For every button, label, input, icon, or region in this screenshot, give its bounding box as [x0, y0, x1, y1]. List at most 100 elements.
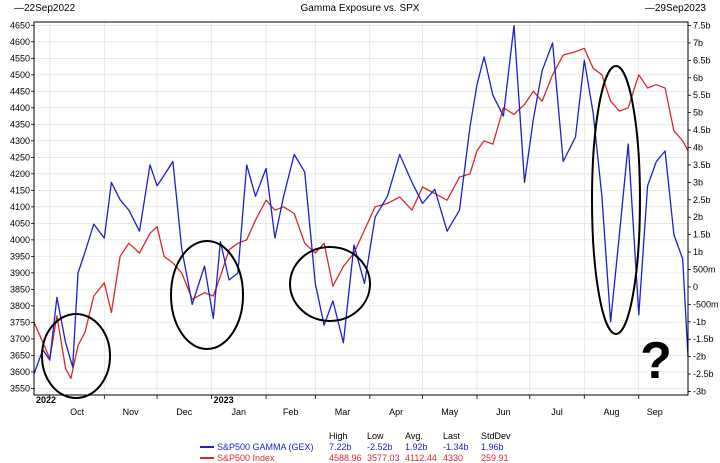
- legend-header-last: Last: [443, 430, 461, 441]
- legend-gex-avg: 1.92b: [405, 441, 428, 452]
- legend-spx-last: 4330: [443, 452, 464, 463]
- left-tick-label: 4250: [10, 152, 30, 162]
- x-tick-label: Sep: [647, 407, 663, 417]
- legend-swatch-spx: [200, 456, 214, 459]
- grid: [34, 22, 688, 395]
- annotation-circle-4: [591, 65, 641, 335]
- right-tick-label: 3b: [693, 177, 703, 187]
- x-axis: Oct Nov Dec Jan Feb Mar Apr May Jun Jul Aug Sep 2022…: [36, 395, 663, 417]
- legend-header-stddev: StdDev: [481, 430, 511, 441]
- right-tick-label: 4b: [693, 142, 703, 152]
- legend-spx-low: 3577.03: [367, 452, 400, 463]
- left-tick-label: 3900: [10, 268, 30, 278]
- legend-name-gex: S&P500 GAMMA (GEX): [217, 441, 314, 452]
- right-tick-label: -500m: [693, 299, 719, 309]
- left-tick-label: 4100: [10, 202, 30, 212]
- right-tick-label: 0: [693, 282, 698, 292]
- right-tick-label: 4.5b: [693, 125, 711, 135]
- x-tick-label: Jun: [496, 407, 511, 417]
- right-tick-label: -1.5b: [693, 334, 714, 344]
- left-tick-label: 4300: [10, 136, 30, 146]
- left-tick-label: 4500: [10, 70, 30, 80]
- x-tick-label: Mar: [335, 407, 351, 417]
- annotation-circle-1: [41, 313, 111, 399]
- left-tick-label: 3950: [10, 251, 30, 261]
- right-tick-label: 1b: [693, 247, 703, 257]
- legend-gex-high: 7.22b: [329, 441, 352, 452]
- legend-header-low: Low: [367, 430, 384, 441]
- left-tick-label: 4000: [10, 235, 30, 245]
- right-tick-label: 2.5b: [693, 195, 711, 205]
- question-mark-annotation: ?: [640, 332, 672, 390]
- right-axis: -3b -2.5b -2b -1.5b -1b -500m 0 500m 1b 1.5b 2b 2.5…: [688, 20, 719, 397]
- right-tick-label: 5b: [693, 108, 703, 118]
- left-tick-label: 4150: [10, 185, 30, 195]
- series-line-spx: [33, 47, 689, 380]
- right-tick-label: -1b: [693, 317, 706, 327]
- left-tick-label: 3800: [10, 301, 30, 311]
- legend-header-avg: Avg.: [405, 430, 423, 441]
- right-tick-label: -2b: [693, 352, 706, 362]
- left-tick-label: 4650: [10, 20, 30, 30]
- series-layer: [33, 24, 689, 380]
- right-tick-label: -2.5b: [693, 369, 714, 379]
- right-tick-label: 500m: [693, 265, 716, 275]
- legend-spx-stddev: 259.91: [481, 452, 509, 463]
- right-tick-label: 6.5b: [693, 55, 711, 65]
- start-date-label: —22Sep2022: [14, 3, 76, 14]
- left-tick-label: 3600: [10, 367, 30, 377]
- right-tick-label: 7b: [693, 38, 703, 48]
- x-tick-label: Oct: [70, 407, 85, 417]
- left-tick-label: 4400: [10, 103, 30, 113]
- legend-table: High Low Avg. Last StdDev S&P500 GAMMA (…: [200, 430, 519, 463]
- plot-border: [33, 21, 689, 396]
- left-tick-label: 3650: [10, 350, 30, 360]
- x-tick-label: Dec: [176, 407, 193, 417]
- legend-name-spx: S&P500 Index: [217, 452, 275, 463]
- left-tick-label: 4550: [10, 53, 30, 63]
- right-tick-label: 1.5b: [693, 230, 711, 240]
- series-line-gex: [33, 24, 689, 375]
- legend-spacer: [200, 435, 214, 437]
- legend-header-high: High: [329, 430, 348, 441]
- x-tick-label: Jul: [551, 407, 563, 417]
- right-tick-label: 5.5b: [693, 90, 711, 100]
- right-tick-label: 3.5b: [693, 160, 711, 170]
- left-tick-label: 4450: [10, 86, 30, 96]
- legend-gex-low: -2.52b: [367, 441, 393, 452]
- x-tick-label: Apr: [389, 407, 403, 417]
- year-label-2023: 2023: [214, 395, 234, 405]
- legend-header-row: High Low Avg. Last StdDev: [200, 430, 519, 441]
- left-tick-label: 4200: [10, 169, 30, 179]
- x-tick-label: Jan: [232, 407, 247, 417]
- legend-swatch-gex: [200, 445, 214, 448]
- x-tick-label: Feb: [283, 407, 299, 417]
- x-tick-label: Nov: [123, 407, 140, 417]
- legend-row-spx: S&P500 Index 4588.96 3577.03 4112.44 433…: [200, 452, 519, 463]
- x-tick-label: May: [441, 407, 459, 417]
- left-tick-label: 3750: [10, 317, 30, 327]
- x-tick-label: Aug: [604, 407, 620, 417]
- end-date-label: —29Sep2023: [644, 3, 706, 14]
- legend-spx-avg: 4112.44: [405, 452, 437, 463]
- left-axis: 3550 3600 3650 3700 3750 3800 3850 3900 3950 4000…: [10, 20, 34, 393]
- annotation-circle-2: [170, 240, 244, 350]
- annotation-circles: [41, 65, 641, 399]
- legend-gex-last: -1.34b: [443, 441, 469, 452]
- annotation-circle-3: [289, 246, 371, 322]
- legend-row-gex: S&P500 GAMMA (GEX) 7.22b -2.52b 1.92b -1…: [200, 441, 519, 452]
- right-tick-label: 7.5b: [693, 20, 711, 30]
- right-tick-label: -3b: [693, 387, 706, 397]
- right-tick-label: 2b: [693, 212, 703, 222]
- legend-spx-high: 4588.96: [329, 452, 362, 463]
- left-tick-label: 4350: [10, 119, 30, 129]
- chart-title: Gamma Exposure vs. SPX: [300, 3, 420, 14]
- legend-gex-stddev: 1.96b: [481, 441, 504, 452]
- left-tick-label: 3700: [10, 334, 30, 344]
- right-tick-label: 6b: [693, 73, 703, 83]
- left-tick-label: 3550: [10, 383, 30, 393]
- end-date-text: 29Sep2023: [654, 3, 706, 14]
- year-label-2022: 2022: [36, 395, 56, 405]
- start-date-text: 22Sep2022: [24, 3, 76, 14]
